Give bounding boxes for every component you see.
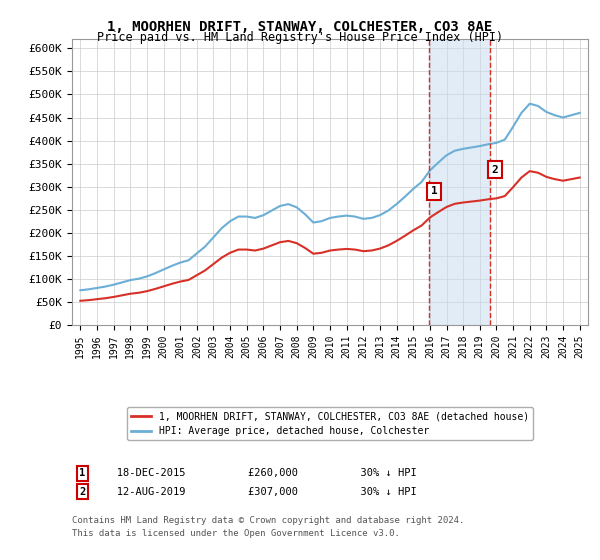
- Text: 1: 1: [79, 468, 85, 478]
- Text: 2: 2: [492, 165, 499, 175]
- Text: 1, MOORHEN DRIFT, STANWAY, COLCHESTER, CO3 8AE: 1, MOORHEN DRIFT, STANWAY, COLCHESTER, C…: [107, 20, 493, 34]
- Text: Price paid vs. HM Land Registry's House Price Index (HPI): Price paid vs. HM Land Registry's House …: [97, 31, 503, 44]
- Legend: 1, MOORHEN DRIFT, STANWAY, COLCHESTER, CO3 8AE (detached house), HPI: Average pr: 1, MOORHEN DRIFT, STANWAY, COLCHESTER, C…: [127, 407, 533, 440]
- Bar: [429, 39, 490, 325]
- Text: 18-DEC-2015          £260,000          30% ↓ HPI: 18-DEC-2015 £260,000 30% ↓ HPI: [98, 468, 416, 478]
- Text: 2: 2: [79, 487, 85, 497]
- Text: Contains HM Land Registry data © Crown copyright and database right 2024.: Contains HM Land Registry data © Crown c…: [72, 516, 464, 525]
- Text: 12-AUG-2019          £307,000          30% ↓ HPI: 12-AUG-2019 £307,000 30% ↓ HPI: [98, 487, 416, 497]
- Text: 1: 1: [431, 186, 437, 196]
- Text: This data is licensed under the Open Government Licence v3.0.: This data is licensed under the Open Gov…: [72, 529, 400, 538]
